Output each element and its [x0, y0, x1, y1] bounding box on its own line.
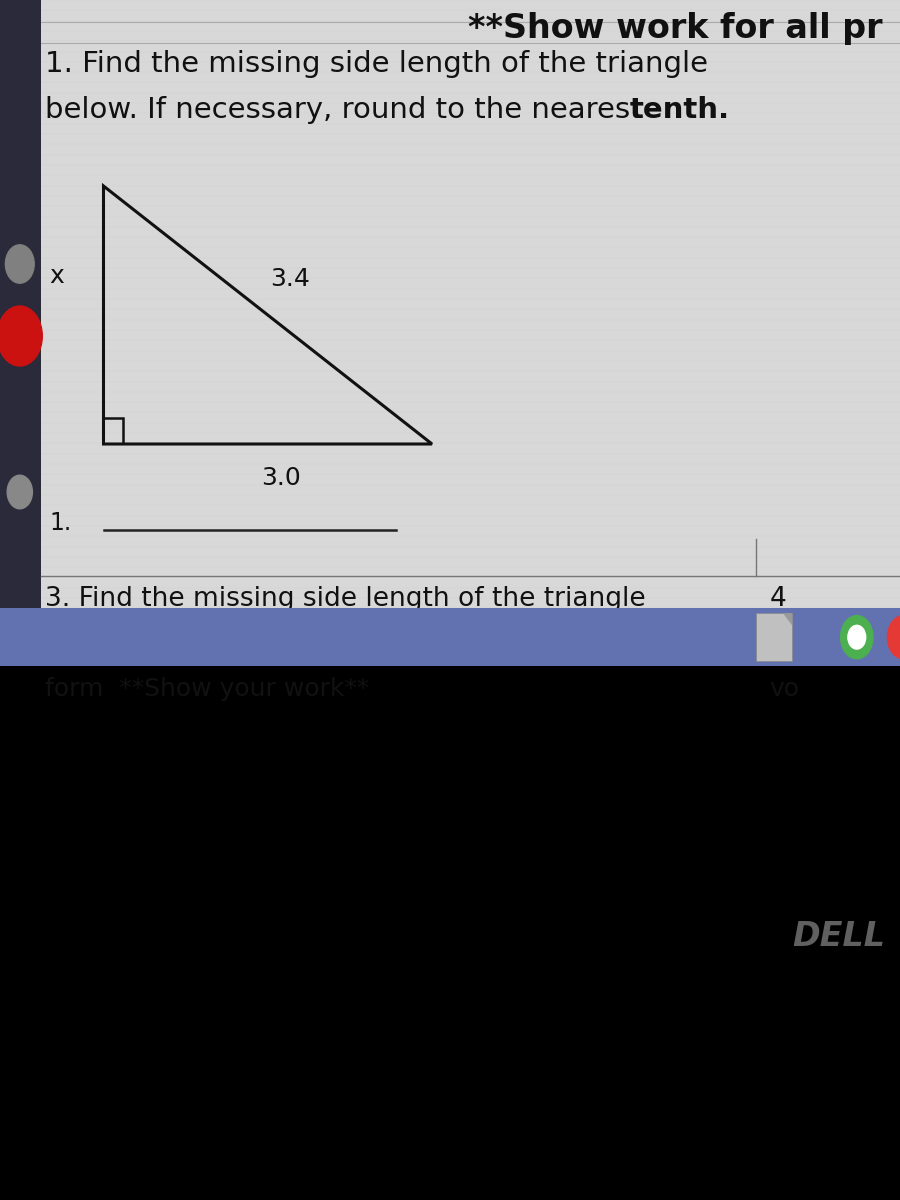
Text: **Show work for all pr: **Show work for all pr [467, 12, 882, 44]
Text: 3.4: 3.4 [270, 266, 310, 290]
Text: 1. Find the missing side length of the triangle: 1. Find the missing side length of the t… [45, 50, 708, 78]
Text: below. If necessary, round to the nearest: below. If necessary, round to the neares… [45, 96, 651, 124]
Circle shape [887, 616, 900, 659]
Bar [0, 0, 900, 608]
Text: x: x [50, 264, 64, 288]
Text: 1.: 1. [50, 511, 72, 535]
Circle shape [0, 306, 42, 366]
Text: 3.0: 3.0 [261, 466, 302, 490]
Text: simplified radical: simplified radical [410, 631, 667, 658]
Circle shape [7, 475, 32, 509]
Text: 3. Find the missing side length of the triangle: 3. Find the missing side length of the t… [45, 586, 645, 612]
Text: vo: vo [770, 677, 799, 701]
Text: Le: Le [770, 631, 800, 658]
Bar [0, 0, 40, 608]
Text: tenth.: tenth. [630, 96, 730, 124]
Bar [756, 613, 792, 661]
Circle shape [848, 625, 866, 649]
Bar [0, 608, 900, 666]
Text: form  **Show your work**: form **Show your work** [45, 677, 369, 701]
Circle shape [841, 616, 873, 659]
Polygon shape [783, 613, 792, 625]
Circle shape [5, 245, 34, 283]
Text: DELL: DELL [792, 919, 885, 953]
Text: 4: 4 [770, 586, 787, 612]
Text: below. Leave your answer in: below. Leave your answer in [45, 631, 428, 658]
